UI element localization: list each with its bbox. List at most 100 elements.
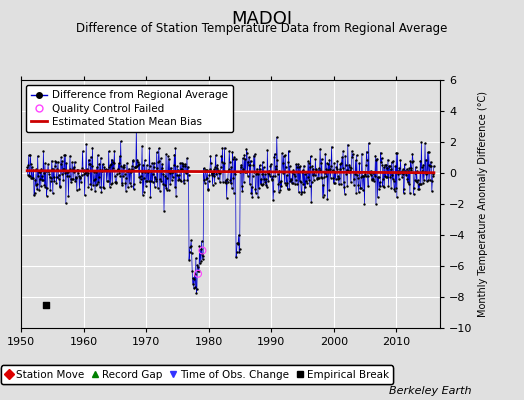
Point — [248, 194, 256, 200]
Point — [238, 155, 247, 161]
Point — [206, 166, 214, 172]
Point — [188, 250, 196, 256]
Point — [190, 276, 199, 282]
Point — [179, 160, 187, 167]
Point — [285, 186, 293, 192]
Point — [200, 165, 208, 171]
Point — [172, 172, 181, 178]
Point — [342, 170, 351, 177]
Point — [237, 183, 246, 189]
Point — [127, 183, 135, 190]
Point — [266, 163, 275, 169]
Point — [324, 161, 333, 167]
Point — [137, 176, 145, 182]
Point — [255, 162, 264, 168]
Point — [60, 166, 68, 172]
Point — [220, 160, 228, 166]
Point — [209, 182, 217, 188]
Point — [266, 172, 274, 179]
Point — [155, 158, 163, 164]
Point — [119, 162, 128, 168]
Point — [416, 158, 424, 164]
Point — [258, 170, 266, 177]
Point — [227, 185, 236, 192]
Point — [320, 174, 329, 180]
Point — [168, 169, 177, 175]
Point — [155, 145, 163, 152]
Point — [303, 180, 311, 186]
Point — [182, 168, 191, 175]
Point — [81, 192, 89, 198]
Point — [83, 172, 91, 178]
Point — [242, 169, 250, 176]
Point — [393, 150, 401, 156]
Point — [64, 193, 73, 199]
Point — [94, 179, 102, 185]
Point — [128, 163, 136, 170]
Point — [372, 201, 380, 207]
Point — [162, 151, 170, 157]
Point — [249, 152, 258, 159]
Point — [352, 190, 361, 196]
Point — [196, 246, 205, 252]
Point — [322, 166, 330, 172]
Point — [190, 285, 198, 291]
Point — [308, 179, 316, 186]
Point — [257, 182, 266, 188]
Y-axis label: Monthly Temperature Anomaly Difference (°C): Monthly Temperature Anomaly Difference (… — [478, 91, 488, 317]
Point — [194, 268, 203, 274]
Point — [79, 168, 88, 174]
Point — [73, 187, 81, 193]
Point — [316, 146, 324, 152]
Point — [221, 179, 230, 186]
Point — [110, 160, 118, 167]
Point — [105, 164, 113, 171]
Point — [369, 178, 378, 184]
Point — [317, 174, 325, 180]
Point — [329, 175, 337, 182]
Point — [171, 145, 180, 152]
Point — [91, 188, 99, 194]
Point — [335, 175, 344, 181]
Point — [37, 166, 46, 172]
Point — [319, 182, 328, 188]
Point — [153, 165, 161, 172]
Point — [407, 164, 415, 171]
Point — [418, 164, 426, 170]
Point — [98, 167, 106, 173]
Point — [176, 177, 184, 183]
Point — [301, 170, 309, 177]
Point — [401, 168, 409, 174]
Point — [159, 170, 168, 177]
Point — [199, 256, 207, 262]
Point — [264, 169, 272, 176]
Point — [249, 162, 257, 168]
Point — [341, 190, 349, 197]
Point — [202, 167, 210, 173]
Point — [123, 167, 132, 174]
Point — [138, 143, 146, 149]
Point — [74, 170, 83, 176]
Point — [270, 154, 278, 160]
Point — [373, 194, 381, 200]
Point — [428, 178, 436, 185]
Point — [263, 184, 271, 190]
Point — [107, 156, 116, 163]
Point — [260, 179, 269, 186]
Point — [30, 190, 39, 196]
Point — [400, 186, 408, 192]
Point — [226, 180, 235, 187]
Point — [340, 184, 348, 191]
Point — [250, 151, 259, 157]
Point — [245, 154, 253, 160]
Point — [256, 181, 265, 187]
Point — [387, 184, 395, 191]
Point — [254, 171, 263, 177]
Point — [286, 163, 294, 170]
Point — [430, 162, 438, 169]
Point — [154, 184, 162, 191]
Point — [113, 171, 121, 177]
Point — [299, 167, 307, 173]
Point — [269, 188, 278, 194]
Point — [421, 140, 429, 146]
